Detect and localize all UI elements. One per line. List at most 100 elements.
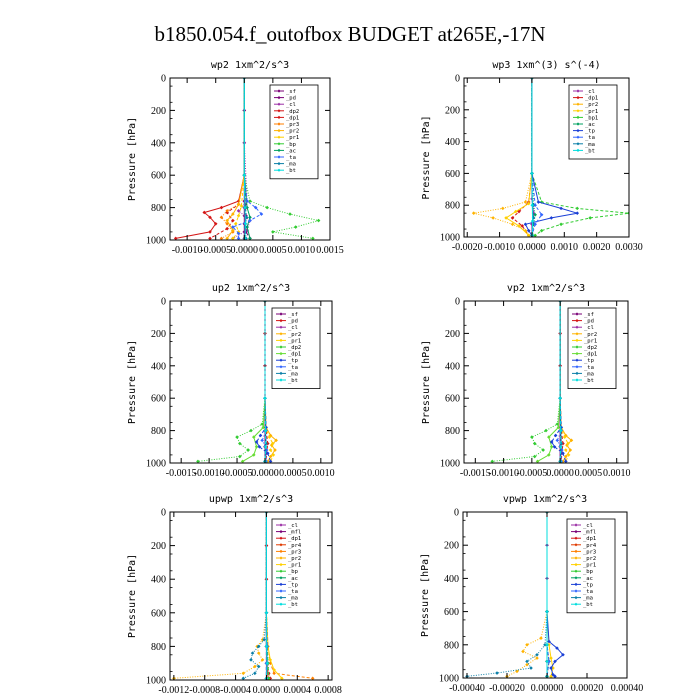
data-point [558,445,563,449]
data-point [264,644,269,649]
legend-entry: _pr2 [288,332,301,338]
legend-entry: _pr1 [288,563,301,569]
data-point [553,659,557,664]
legend-marker [575,358,579,362]
legend-marker [277,135,281,139]
x-tick-label: -0.0005 [222,468,253,479]
legend-entry: _tp [288,358,298,364]
y-tick-label: 200 [151,106,166,117]
data-point [264,425,268,430]
legend: _sf_pd_cl_dp2_dp1_pr3_pr2_pr1_bp_ac_ta_m… [269,84,319,180]
legend-box [271,307,321,389]
data-point [231,236,235,240]
data-point [547,453,551,457]
legend-marker [279,530,283,534]
legend-marker [279,358,283,362]
data-point [261,425,266,430]
legend-entry: _pr1 [288,338,301,344]
legend-marker [574,549,578,553]
legend-entry: _bt [288,602,298,608]
x-tick-label: 0.0010 [551,242,579,253]
legend-entry: _dp1 [288,352,301,358]
data-point [552,445,557,449]
x-tick-label: 0.0005 [259,245,287,256]
data-point [256,664,261,669]
data-point [547,435,551,439]
data-point [539,636,543,640]
data-point [253,205,258,210]
data-point [545,643,549,647]
legend-entry: _ma [583,596,593,602]
legend-marker [575,319,579,323]
series-group [490,301,574,463]
x-tick-label: -0.0004 [220,685,251,696]
plot-frame [169,77,331,241]
x-tick-label: -0.00020 [489,683,525,694]
legend-marker [279,569,283,573]
data-point [259,212,264,216]
legend-marker [576,115,580,119]
legend-entry: _pr2 [584,332,597,338]
y-tick-label: 200 [151,329,166,340]
data-point [533,212,537,217]
data-point [231,218,235,223]
data-point [231,212,235,216]
legend-entry: _pr1 [585,109,598,115]
series-line-bt [264,301,266,462]
series-line-cl [232,78,251,239]
legend-marker [277,155,281,159]
y-tick-label: 600 [445,394,460,405]
legend-marker [574,530,578,534]
y-axis-label: Pressure [hPa] [127,340,138,424]
legend-marker [279,378,283,382]
data-point [533,222,537,227]
legend-entry: _bp [288,569,298,575]
legend-marker [279,345,283,349]
legend-entry: _bt [584,378,594,384]
legend-marker [279,549,283,553]
data-point [264,611,269,615]
data-point [240,459,245,463]
data-point [238,441,242,446]
data-point [239,204,244,208]
legend: _cl_mfl_dp1_pr4_pr3_pr2_pr1_bp_ac_tp_ta_… [566,518,616,614]
x-tick-label: 0.0015 [316,245,344,256]
data-point [559,206,563,211]
legend-entry: _sf [584,312,594,318]
data-point [556,425,561,430]
data-point [520,224,525,228]
x-tick-label: -0.0010 [194,468,225,479]
series-line-pr2 [473,78,533,236]
x-tick-label: -0.0005 [200,245,231,256]
figure-title: b1850.054.f_outofbox BUDGET at265E,-17N [155,22,546,46]
data-point [268,433,273,438]
legend-marker [574,523,578,527]
legend-entry: _ma [584,371,594,377]
data-point [575,206,580,211]
data-point [530,435,534,439]
legend-marker [279,543,283,547]
chart-panel-1: wp2 1xm^2/s^3 Pressure [hPa] 0 200 400 600 800… [127,60,344,256]
data-point [235,435,239,439]
data-point [539,228,544,233]
x-tick-label: -0.0010 [484,242,515,253]
data-point [233,222,238,226]
y-tick-label: 400 [151,575,166,586]
data-point [553,433,558,438]
legend-entry: _dp1 [585,96,598,102]
x-tick-label: 0.0005 [575,468,603,479]
legend-marker [279,576,283,580]
legend-marker [575,325,579,329]
data-point [562,435,567,439]
data-point [311,236,315,240]
series-line-pr2 [226,78,245,239]
legend-entry: _cl [584,325,594,331]
panel-title: upwp 1xm^2/s^3 [209,494,293,505]
data-point [225,236,229,240]
x-tick-label: 0.0030 [615,242,643,253]
data-point [272,671,276,676]
data-point [559,222,563,227]
x-tick-label: -0.0010 [488,468,519,479]
data-point [532,441,537,446]
legend-entry: _pr2 [286,129,299,135]
